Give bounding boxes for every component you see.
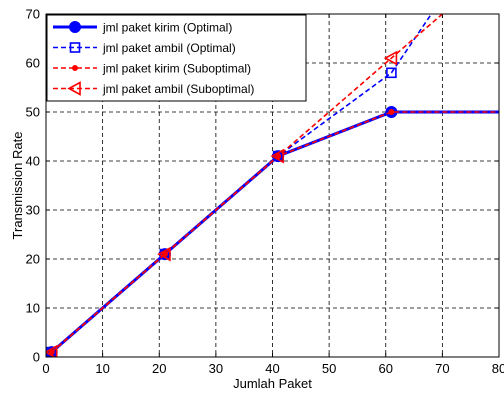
plot-frame xyxy=(45,13,500,358)
x-axis-label: Jumlah Paket xyxy=(233,376,312,391)
series-4 xyxy=(46,14,444,357)
x-tick-label: 60 xyxy=(379,361,393,376)
x-tick-label: 70 xyxy=(435,361,449,376)
legend-label: jml paket ambil (Optimal) xyxy=(102,41,236,55)
series-3 xyxy=(48,109,499,356)
data-point xyxy=(157,246,171,262)
y-tick-label: 70 xyxy=(26,7,40,22)
data-point xyxy=(383,50,398,66)
data-point xyxy=(270,148,284,164)
data-point xyxy=(46,344,58,357)
data-point xyxy=(386,67,397,79)
x-tick-label: 80 xyxy=(492,361,504,376)
y-tick-label: 50 xyxy=(26,105,40,120)
legend-entry: jml paket ambil (Suboptimal) xyxy=(53,81,254,96)
y-axis-label: Transmission Rate xyxy=(10,132,25,240)
legend: jml paket kirim (Optimal) jml paket ambil… xyxy=(46,14,307,102)
legend-label: jml paket kirim (Suboptimal) xyxy=(102,62,251,76)
series-line xyxy=(51,14,444,353)
tick-layer: 0 10 20 30 40 50 60 70 80 0 10 20 30 40 50 60 70 xyxy=(26,7,504,377)
series-1 xyxy=(46,106,499,357)
x-tick-label: 10 xyxy=(95,361,109,376)
x-tick-label: 40 xyxy=(265,361,279,376)
legend-entry: jml paket ambil (Optimal) xyxy=(53,41,236,55)
x-tick-label: 30 xyxy=(209,361,223,376)
legend-marker xyxy=(72,65,78,71)
series-line xyxy=(50,110,499,354)
legend-entry: jml paket kirim (Suboptimal) xyxy=(53,62,251,76)
x-tick-label: 0 xyxy=(42,361,49,376)
series-line xyxy=(51,111,499,353)
y-tick-label: 30 xyxy=(26,203,40,218)
data-point xyxy=(388,109,395,115)
x-tick-label: 20 xyxy=(152,361,166,376)
legend-entry: jml paket kirim (Optimal) xyxy=(53,21,232,35)
y-tick-label: 10 xyxy=(26,301,40,316)
legend-label: jml paket ambil (Suboptimal) xyxy=(102,82,254,96)
x-tick-label: 50 xyxy=(322,361,336,376)
y-tick-label: 60 xyxy=(26,56,40,71)
y-tick-label: 40 xyxy=(26,154,40,169)
y-tick-label: 0 xyxy=(33,350,40,365)
legend-box xyxy=(46,14,307,102)
series-layer xyxy=(46,14,499,357)
y-tick-label: 20 xyxy=(26,252,40,267)
legend-marker xyxy=(69,42,81,53)
legend-marker xyxy=(67,81,81,96)
legend-marker xyxy=(69,21,81,33)
legend-label: jml paket kirim (Optimal) xyxy=(102,21,232,35)
